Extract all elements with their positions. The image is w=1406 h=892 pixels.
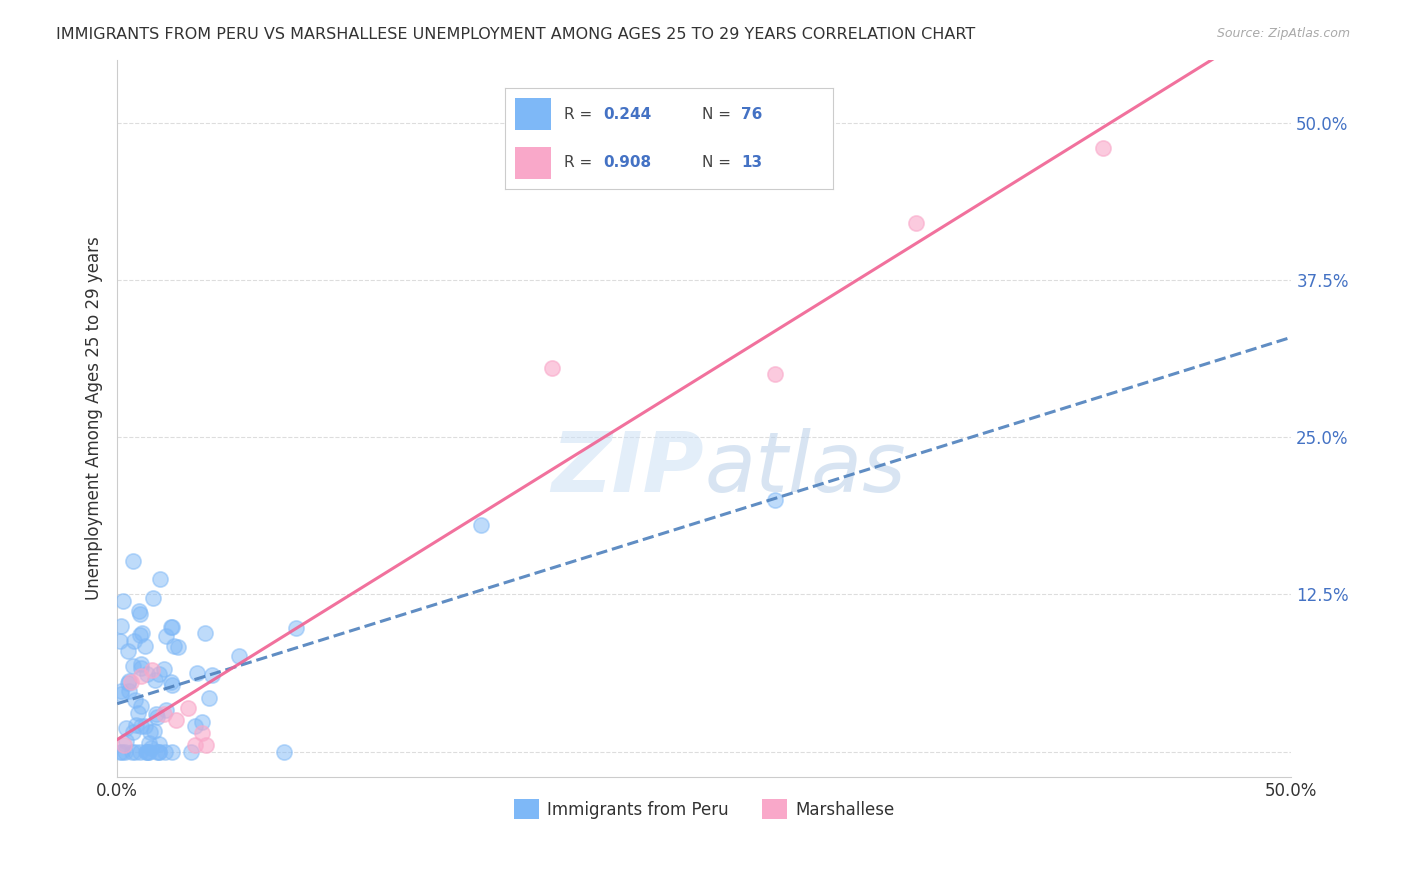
Point [160, 620, 183, 634]
Legend: Immigrants from Peru, Marshallese: Immigrants from Peru, Marshallese [508, 792, 901, 826]
Text: ZIP: ZIP [551, 428, 704, 509]
Y-axis label: Unemployment Among Ages 25 to 29 years: Unemployment Among Ages 25 to 29 years [86, 236, 103, 600]
Point [129, 661, 152, 675]
Point [155, 703, 177, 717]
Point [135, 745, 157, 759]
Point [129, 669, 152, 683]
Point [138, 736, 160, 750]
Point [129, 719, 152, 733]
Point [118, 673, 141, 688]
Point [129, 745, 152, 759]
Point [134, 639, 156, 653]
Point [108, 634, 131, 648]
Point [167, 640, 190, 654]
Point [124, 745, 146, 759]
Point [162, 745, 184, 759]
Point [127, 706, 149, 720]
Point [110, 684, 132, 698]
Point [117, 676, 139, 690]
Point [540, 360, 562, 375]
Point [184, 719, 207, 733]
Point [146, 745, 169, 759]
Point [228, 648, 250, 663]
Point [153, 745, 176, 759]
Point [194, 626, 217, 640]
Point [110, 619, 132, 633]
Point [134, 719, 156, 733]
Point [155, 629, 177, 643]
Point [128, 628, 150, 642]
Point [139, 725, 162, 739]
Point [153, 706, 176, 721]
Point [121, 658, 143, 673]
Point [115, 734, 138, 748]
Point [136, 745, 159, 759]
Point [148, 737, 170, 751]
Point [136, 666, 159, 681]
Point [122, 724, 145, 739]
Point [145, 707, 167, 722]
Point [135, 745, 157, 759]
Point [201, 668, 224, 682]
Point [129, 657, 152, 672]
Point [114, 745, 136, 759]
Point [129, 607, 152, 621]
Point [160, 678, 183, 692]
Point [117, 644, 139, 658]
Point [197, 691, 219, 706]
Point [183, 739, 205, 753]
Point [122, 633, 145, 648]
Point [190, 726, 212, 740]
Point [142, 591, 165, 605]
Point [143, 673, 166, 687]
Text: atlas: atlas [704, 428, 905, 509]
Point [153, 662, 176, 676]
Text: Source: ZipAtlas.com: Source: ZipAtlas.com [1216, 27, 1350, 40]
Point [141, 663, 163, 677]
Point [160, 620, 183, 634]
Point [121, 745, 143, 759]
Point [139, 740, 162, 755]
Point [120, 675, 142, 690]
Point [112, 739, 135, 753]
Point [165, 713, 187, 727]
Point [1092, 141, 1115, 155]
Point [125, 718, 148, 732]
Point [470, 518, 492, 533]
Point [763, 493, 786, 508]
Point [148, 666, 170, 681]
Point [186, 666, 208, 681]
Point [108, 745, 131, 759]
Point [149, 572, 172, 586]
Point [148, 745, 170, 759]
Point [111, 745, 134, 759]
Point [285, 621, 308, 635]
Point [273, 745, 295, 759]
Point [180, 745, 202, 759]
Point [904, 216, 927, 230]
Point [163, 639, 186, 653]
Point [763, 367, 786, 381]
Point [111, 594, 134, 608]
Point [160, 675, 183, 690]
Point [191, 715, 214, 730]
Point [146, 710, 169, 724]
Point [118, 684, 141, 698]
Point [143, 724, 166, 739]
Point [114, 722, 136, 736]
Point [131, 626, 153, 640]
Point [122, 553, 145, 567]
Point [128, 605, 150, 619]
Point [129, 699, 152, 714]
Point [195, 739, 218, 753]
Point [110, 687, 132, 701]
Point [138, 745, 160, 759]
Point [148, 745, 170, 759]
Text: IMMIGRANTS FROM PERU VS MARSHALLESE UNEMPLOYMENT AMONG AGES 25 TO 29 YEARS CORRE: IMMIGRANTS FROM PERU VS MARSHALLESE UNEM… [56, 27, 976, 42]
Point [124, 693, 146, 707]
Point [176, 700, 198, 714]
